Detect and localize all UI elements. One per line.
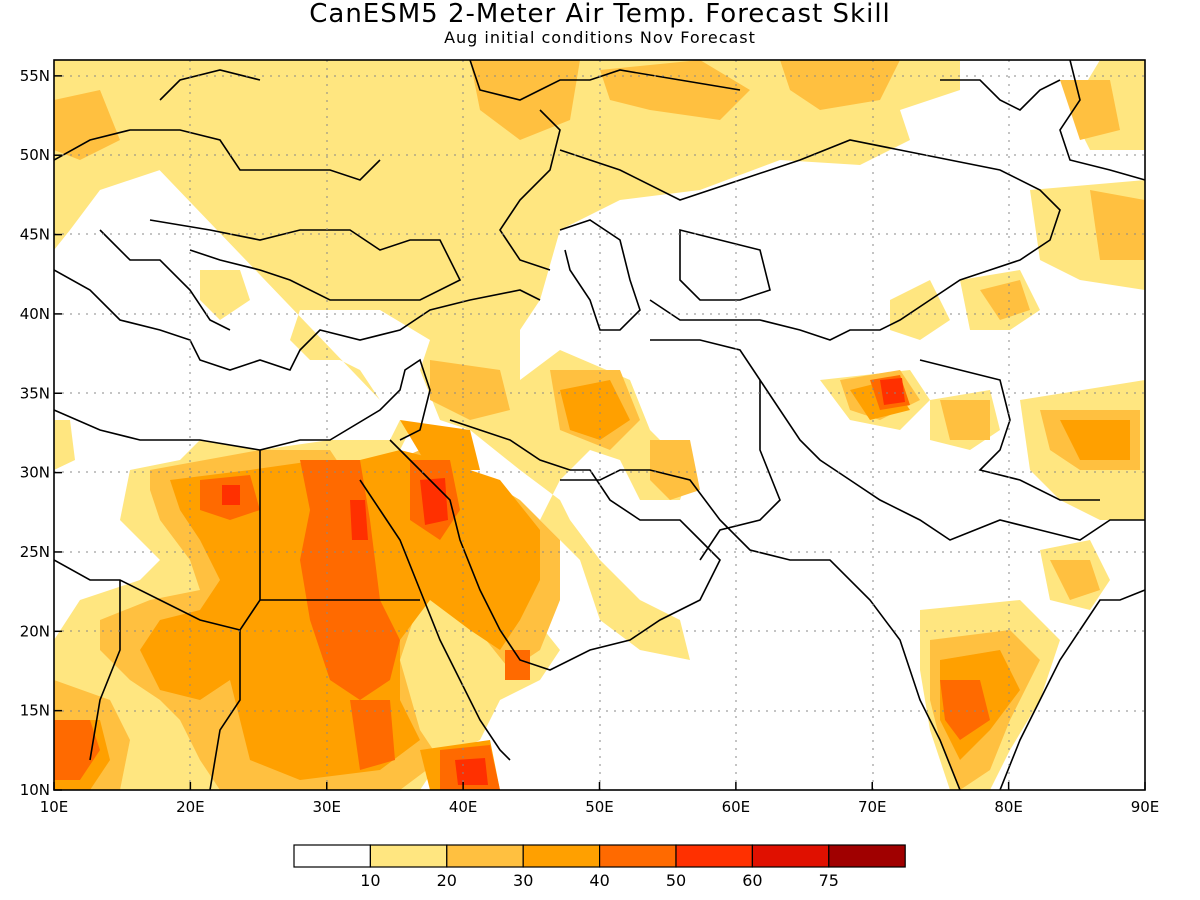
lat-tick-label: 50N [20,146,50,164]
legend-label: 30 [513,871,533,890]
legend-label: 10 [360,871,380,890]
skill-shading [54,60,1145,790]
legend-swatch [369,844,448,868]
legend-label: 50 [666,871,686,890]
lat-tick-label: 30N [20,464,50,482]
lat-tick-label: 55N [20,67,50,85]
legend-label: 75 [819,871,839,890]
legend-swatch [751,844,830,868]
legend-label: 20 [437,871,457,890]
lat-tick-label: 35N [20,384,50,402]
lon-tick-label: 50E [585,798,614,816]
legend-swatch [446,844,524,868]
legend-label: 60 [742,871,762,890]
legend-label: 40 [589,871,609,890]
skill-50-60-regions [222,378,905,785]
coastlines [54,60,1145,790]
lat-tick-label: 20N [20,622,50,640]
map-title: CanESM5 2-Meter Air Temp. Forecast Skill [309,0,891,29]
legend-swatch [675,844,754,868]
lon-tick-label: 90E [1131,798,1160,816]
legend-swatch [293,844,372,868]
axis-ticks: 10E 20E 30E 40E 50E 60E 70E 80E 90E 10N 15N 20N 25N 3… [20,67,1160,816]
color-legend: 10 20 30 40 50 60 75 [293,844,906,890]
map-subtitle: Aug initial conditions Nov Forecast [444,28,756,47]
lon-tick-label: 40E [449,798,478,816]
legend-swatch [522,844,601,868]
lon-tick-label: 20E [176,798,205,816]
graticule [54,60,1145,790]
lat-tick-label: 25N [20,543,50,561]
lat-tick-label: 40N [20,305,50,323]
lat-tick-label: 15N [20,702,50,720]
lon-tick-label: 60E [722,798,751,816]
lat-tick-label: 10N [20,781,50,799]
lon-tick-label: 10E [40,798,69,816]
lon-tick-label: 70E [858,798,887,816]
legend-swatch [598,844,677,868]
lon-tick-label: 80E [994,798,1023,816]
lon-tick-label: 30E [312,798,341,816]
legend-swatch [828,844,906,868]
lat-tick-label: 45N [20,226,50,244]
